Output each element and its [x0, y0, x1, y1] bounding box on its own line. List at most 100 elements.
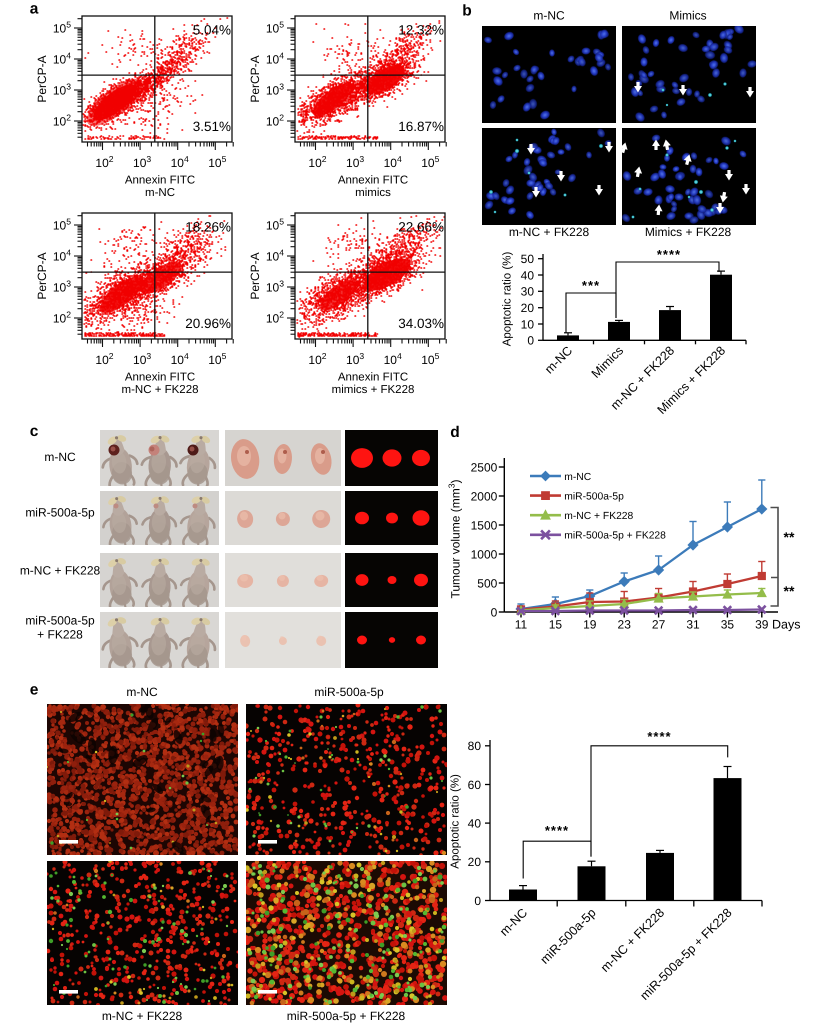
svg-text:105: 105: [266, 217, 284, 233]
svg-text:103: 103: [133, 154, 151, 170]
svg-text:0: 0: [491, 605, 498, 619]
svg-text:m-NC: m-NC: [126, 685, 158, 699]
svg-text:104: 104: [53, 248, 71, 264]
svg-text:103: 103: [53, 82, 71, 98]
svg-text:Days: Days: [772, 618, 800, 632]
svg-text:80: 80: [468, 739, 482, 753]
svg-text:m-NC: m-NC: [44, 450, 76, 464]
svg-text:50: 50: [521, 252, 535, 266]
svg-text:22.66%: 22.66%: [398, 220, 444, 235]
svg-text:105: 105: [208, 154, 226, 170]
svg-text:102: 102: [95, 351, 113, 367]
svg-text:102: 102: [53, 310, 71, 326]
svg-text:+ FK228: + FK228: [37, 628, 83, 642]
svg-text:Annexin FITC: Annexin FITC: [125, 371, 195, 383]
svg-text:40: 40: [521, 268, 535, 282]
svg-text:103: 103: [266, 82, 284, 98]
svg-text:Apoptotic ratio (%): Apoptotic ratio (%): [450, 774, 462, 869]
svg-text:16.87%: 16.87%: [398, 119, 444, 134]
svg-text:PerCP-A: PerCP-A: [248, 55, 262, 102]
svg-text:Annexin FITC: Annexin FITC: [125, 174, 195, 186]
svg-text:m-NC: m-NC: [564, 472, 591, 483]
svg-text:m-NC + FK228: m-NC + FK228: [598, 906, 667, 975]
svg-text:miR-500a-5p: miR-500a-5p: [538, 906, 599, 967]
svg-text:mimics: mimics: [355, 187, 391, 199]
svg-text:30: 30: [521, 285, 535, 299]
svg-text:****: ****: [657, 247, 681, 262]
svg-text:Mimics: Mimics: [669, 9, 706, 23]
svg-text:102: 102: [53, 113, 71, 129]
svg-text:**: **: [784, 529, 795, 545]
svg-text:103: 103: [266, 279, 284, 295]
svg-text:104: 104: [384, 154, 402, 170]
svg-text:102: 102: [266, 310, 284, 326]
svg-text:105: 105: [208, 351, 226, 367]
svg-text:miR-500a-5p + FK228: miR-500a-5p + FK228: [287, 1009, 406, 1023]
svg-text:2500: 2500: [471, 460, 498, 474]
svg-text:****: ****: [545, 823, 569, 838]
svg-text:103: 103: [133, 351, 151, 367]
svg-text:Mimics + FK228: Mimics + FK228: [645, 225, 732, 239]
svg-text:Annexin FITC: Annexin FITC: [338, 174, 408, 186]
svg-text:5.04%: 5.04%: [193, 23, 231, 38]
svg-text:10: 10: [521, 317, 535, 331]
svg-text:miR-500a-5p: miR-500a-5p: [564, 491, 624, 502]
svg-text:20: 20: [468, 855, 482, 869]
svg-text:20.96%: 20.96%: [185, 316, 231, 331]
svg-text:m-NC + FK228: m-NC + FK228: [509, 225, 590, 239]
svg-text:0: 0: [527, 334, 534, 348]
svg-text:34.03%: 34.03%: [398, 316, 444, 331]
svg-text:2000: 2000: [471, 489, 498, 503]
svg-text:miR-500a-5p: miR-500a-5p: [25, 506, 95, 520]
svg-text:PerCP-A: PerCP-A: [35, 55, 49, 102]
svg-text:m-NC: m-NC: [542, 344, 575, 377]
svg-text:1500: 1500: [471, 518, 498, 532]
svg-text:Annexin FITC: Annexin FITC: [338, 371, 408, 383]
svg-text:105: 105: [421, 154, 439, 170]
svg-text:103: 103: [53, 279, 71, 295]
svg-text:500: 500: [477, 576, 497, 590]
svg-text:****: ****: [647, 729, 671, 744]
svg-text:60: 60: [468, 778, 482, 792]
svg-text:PerCP-A: PerCP-A: [35, 252, 49, 299]
svg-text:**: **: [784, 583, 795, 599]
svg-text:m-NC + FK228: m-NC + FK228: [102, 1009, 183, 1023]
svg-text:105: 105: [53, 20, 71, 36]
svg-text:e: e: [30, 682, 39, 699]
svg-text:20: 20: [521, 301, 535, 315]
svg-text:miR-500a-5p: miR-500a-5p: [314, 685, 384, 699]
svg-text:35: 35: [721, 618, 735, 632]
svg-text:miR-500a-5p + FK228: miR-500a-5p + FK228: [564, 531, 666, 542]
svg-text:15: 15: [549, 618, 563, 632]
svg-text:Tumour volume (mm3): Tumour volume (mm3): [447, 479, 463, 598]
svg-text:104: 104: [53, 51, 71, 67]
svg-text:Apoptotic ratio (%): Apoptotic ratio (%): [502, 252, 514, 347]
svg-text:23: 23: [618, 618, 632, 632]
svg-text:3.51%: 3.51%: [193, 119, 231, 134]
svg-text:31: 31: [686, 618, 700, 632]
svg-text:a: a: [30, 1, 39, 18]
svg-text:105: 105: [421, 351, 439, 367]
svg-text:12.32%: 12.32%: [398, 23, 444, 38]
svg-text:104: 104: [171, 351, 189, 367]
svg-text:Mimics: Mimics: [589, 344, 626, 381]
svg-text:m-NC: m-NC: [533, 9, 565, 23]
svg-text:11: 11: [515, 618, 528, 632]
svg-text:102: 102: [308, 351, 326, 367]
svg-text:102: 102: [266, 113, 284, 129]
svg-text:39: 39: [755, 618, 769, 632]
svg-text:m-NC: m-NC: [497, 906, 530, 939]
svg-text:1000: 1000: [471, 547, 498, 561]
svg-text:105: 105: [53, 217, 71, 233]
svg-text:0: 0: [474, 894, 481, 908]
svg-text:mimics + FK228: mimics + FK228: [332, 384, 415, 396]
svg-text:103: 103: [346, 351, 364, 367]
svg-text:m-NC + FK228: m-NC + FK228: [121, 384, 198, 396]
svg-text:m-NC: m-NC: [145, 187, 175, 199]
svg-text:104: 104: [384, 351, 402, 367]
svg-text:104: 104: [266, 248, 284, 264]
svg-text:m-NC + FK228: m-NC + FK228: [564, 511, 633, 522]
svg-text:***: ***: [582, 278, 600, 293]
svg-text:c: c: [30, 423, 39, 440]
svg-text:d: d: [450, 424, 459, 441]
